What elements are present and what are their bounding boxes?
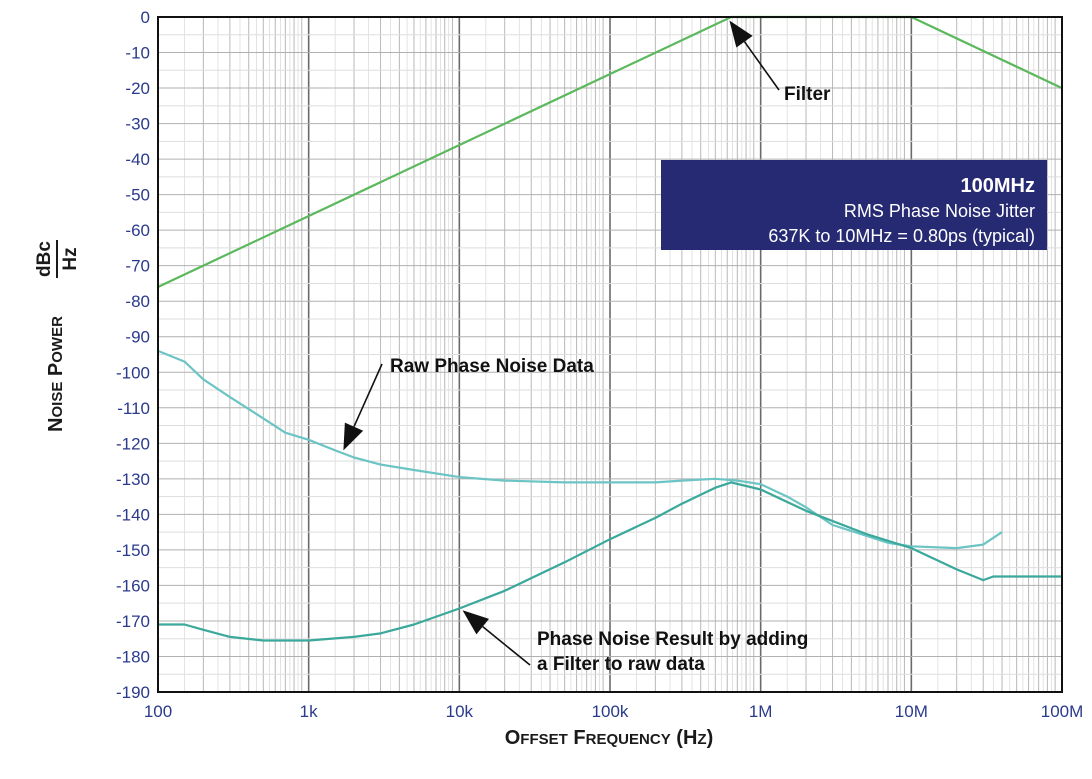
axis-title-glyph: F [529,731,538,748]
axis-title-glyph: R [586,731,597,748]
x-axis-title: OFFSET FREQUENCY (HZ) [505,727,714,749]
y-tick-label: -150 [116,541,150,560]
y-tick-label: -30 [125,115,150,134]
y-tick-label: -160 [116,576,150,595]
axis-title-glyph: R [49,316,66,327]
annotation-filter: Filter [784,84,831,105]
info-box: 100MHz RMS Phase Noise Jitter 637K to 10… [661,160,1047,250]
x-tick-label: 1k [300,702,318,721]
y-tick-label: -180 [116,647,150,666]
y-axis-unit-numerator: dBc [34,241,55,277]
x-tick-label: 100M [1041,702,1084,721]
axis-title-glyph: E [596,731,606,748]
annotation-arrows [343,20,780,666]
axis-title-glyph: W [49,336,66,351]
y-tick-label: -50 [125,186,150,205]
axis-title-glyph: F [520,731,529,748]
y-tick-label: -40 [125,150,150,169]
x-tick-labels: 100 1k 10k 100k 1M 10M 100M [144,702,1083,721]
axis-title-glyph: E [49,327,66,337]
axis-title-glyph: H [683,727,697,749]
y-tick-label: -80 [125,292,150,311]
axis-title-glyph: I [49,402,66,406]
y-tick-label: -140 [116,505,150,524]
axis-title-glyph: E [549,731,559,748]
annotation-arrow-head [729,20,753,48]
y-tick-label: -170 [116,612,150,631]
axis-title-glyph: S [539,731,549,748]
grid [157,16,1062,693]
y-tick-label: 0 [141,8,150,27]
info-box-line-2: 637K to 10MHz = 0.80ps (typical) [768,226,1035,246]
y-tick-label: -120 [116,434,150,453]
axis-title-glyph: O [49,351,66,363]
x-tick-label: 10M [895,702,928,721]
y-tick-label: -10 [125,44,150,63]
axis-title-glyph: N [45,418,67,432]
x-tick-label: 100k [592,702,629,721]
annotation-arrow-head [462,610,490,635]
x-tick-label: 10k [446,702,474,721]
plot-frame [157,16,1063,693]
annotation-result-line-1: Phase Noise Result by adding [537,629,808,650]
x-tick-label: 1M [749,702,773,721]
annotation-arrow-shaft [743,41,780,91]
axis-title-glyph: P [45,363,67,376]
annotation-raw: Raw Phase Noise Data [390,356,594,377]
axis-title-glyph: ) [707,727,714,749]
y-tick-labels: 0 -10 -20 -30 -40 -50 -60 -70 -80 -90 -100 -110 -120… [116,8,150,702]
axis-title-glyph: C [650,731,661,748]
axis-title-glyph: E [629,731,639,748]
axis-title-glyph: N [639,731,650,748]
y-tick-label: -70 [125,257,150,276]
y-tick-label: -20 [125,79,150,98]
axis-title-glyph: T [559,731,568,748]
y-tick-label: -190 [116,683,150,702]
y-tick-label: -130 [116,470,150,489]
axis-title-glyph: Z [697,731,706,748]
axis-title-glyph: Y [661,731,671,748]
y-axis-title: NOISE POWER dBc Hz [34,240,81,432]
y-axis-unit-denominator: Hz [60,247,81,270]
y-tick-label: -60 [125,221,150,240]
y-axis-title-prefix: NOISE POWER [45,316,67,432]
series-line-result [158,481,1062,642]
annotation-result-line-2: a Filter to raw data [537,654,705,675]
annotation-arrow-head [343,422,364,451]
series-line-raw [157,349,1003,550]
info-box-line-1: RMS Phase Noise Jitter [844,201,1035,221]
axis-title-glyph: ( [676,727,683,749]
y-tick-label: -90 [125,328,150,347]
annotation-arrow-shaft [482,626,531,666]
axis-title-glyph: O [505,727,521,749]
info-box-title: 100MHz [961,175,1035,197]
y-tick-label: -100 [116,363,150,382]
axis-title-glyph: E [49,382,66,392]
info-box-bg [661,160,1047,250]
axis-title-glyph: F [573,727,585,749]
annotation-arrow-shaft [353,363,383,428]
y-tick-label: -110 [117,399,150,418]
axis-title-glyph: Q [606,731,618,748]
axis-title-glyph: U [618,731,629,748]
axis-title-glyph: O [49,406,66,418]
axis-title-glyph: S [49,392,66,402]
x-tick-label: 100 [144,702,172,721]
